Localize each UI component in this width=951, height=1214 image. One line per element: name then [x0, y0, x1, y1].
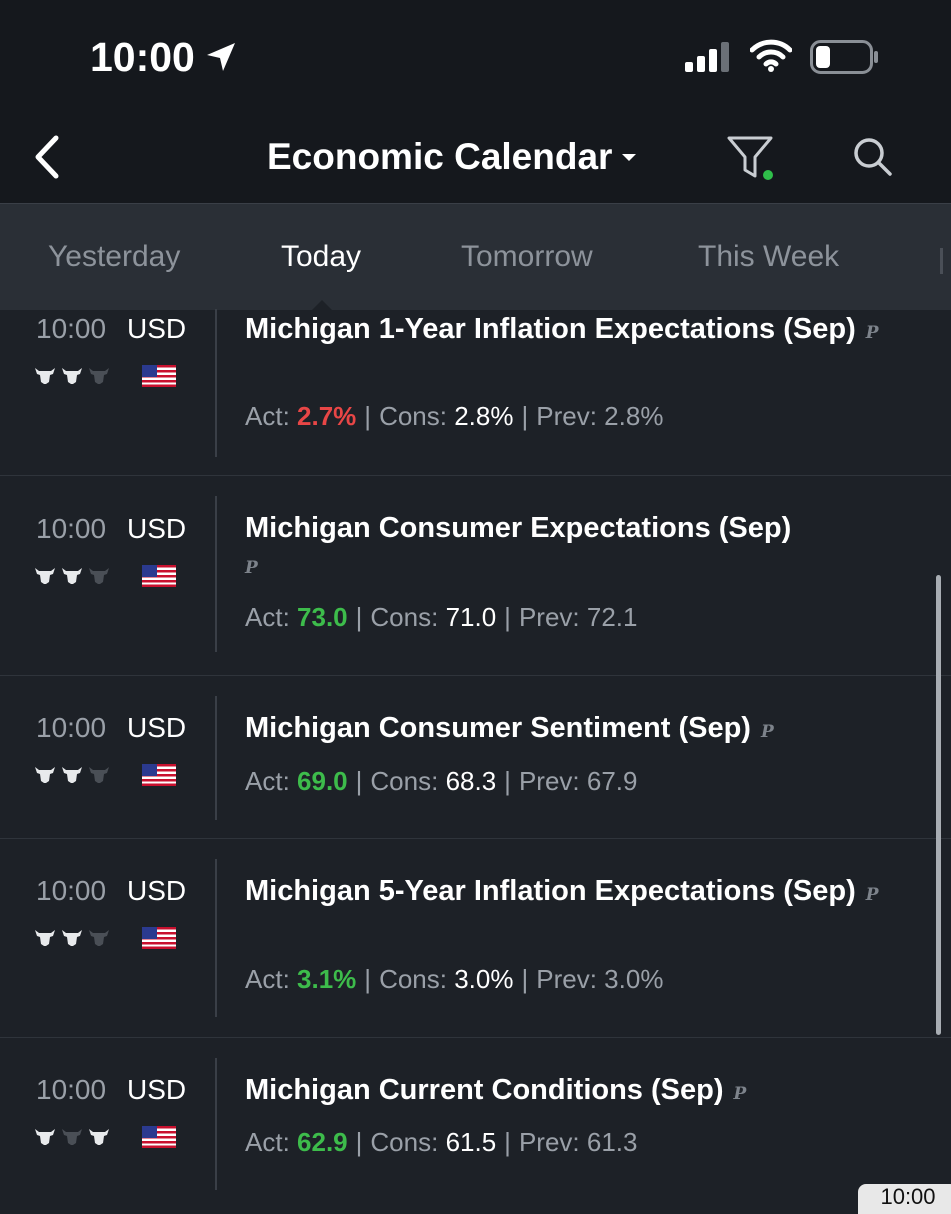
previous-value: 72.1 — [586, 602, 638, 632]
importance-indicator — [34, 565, 110, 585]
bull-icon — [89, 1129, 109, 1145]
active-tab-pointer — [312, 300, 332, 310]
event-time: 10:00 — [36, 1074, 107, 1105]
bull-icon — [35, 568, 55, 584]
previous-value: 67.9 — [586, 766, 638, 796]
importance-indicator — [34, 365, 110, 385]
top-bar: 10:00 Economic Calendar — [0, 0, 951, 203]
event-time: 10:00 — [36, 313, 107, 344]
consensus-value: 61.5 — [445, 1127, 497, 1157]
event-currency: USD — [127, 1074, 187, 1105]
caret-down-icon — [622, 153, 637, 161]
bull-icon — [35, 1129, 55, 1145]
event-time: 10:00 — [36, 712, 107, 743]
actual-value: 62.9 — [297, 1127, 348, 1157]
us-flag-icon — [142, 565, 176, 587]
event-row[interactable]: 10:00 USD Michigan 1-Year Inflation Expe… — [0, 309, 951, 476]
tab-yesterday[interactable]: Yesterday — [48, 240, 181, 273]
event-row[interactable]: 10:00 USD Michigan Current Conditions (S… — [0, 1038, 951, 1200]
event-list[interactable]: 10:00 USD Michigan 1-Year Inflation Expe… — [0, 309, 951, 1200]
event-time: 10:00 — [36, 875, 107, 906]
importance-indicator — [34, 1126, 110, 1146]
event-row[interactable]: 10:00 USD Michigan 5-Year Inflation Expe… — [0, 839, 951, 1038]
event-currency: USD — [127, 513, 187, 544]
date-tabs: Yesterday Today Tomorrow This Week — [0, 203, 951, 310]
preliminary-badge: P — [733, 1084, 747, 1104]
event-currency: USD — [127, 875, 187, 906]
us-flag-icon — [142, 365, 176, 387]
event-stats: Act: 69.0 | Cons: 68.3 | Prev: 67.9 — [245, 766, 638, 796]
battery-icon — [810, 40, 878, 74]
preliminary-badge: P — [865, 323, 879, 343]
preliminary-badge: P — [245, 558, 258, 578]
bull-icon — [62, 368, 82, 384]
us-flag-icon — [142, 1126, 176, 1148]
actual-value: 73.0 — [297, 602, 348, 632]
actual-value: 2.7% — [297, 401, 357, 431]
previous-value: 61.3 — [586, 1127, 638, 1157]
tab-today[interactable]: Today — [281, 240, 362, 273]
event-name[interactable]: Michigan Current Conditions (Sep) P — [245, 1074, 747, 1106]
tab-overflow-indicator — [940, 248, 943, 274]
status-time: 10:00 — [90, 34, 195, 80]
event-time: 10:00 — [36, 513, 107, 544]
event-currency: USD — [127, 712, 187, 743]
scrollbar[interactable] — [936, 575, 941, 1035]
location-arrow-icon — [207, 43, 235, 71]
actual-value: 69.0 — [297, 766, 348, 796]
consensus-value: 3.0% — [454, 964, 514, 994]
bull-icon — [89, 767, 109, 783]
wifi-icon — [750, 39, 792, 72]
importance-indicator — [34, 764, 110, 784]
bull-icon — [89, 368, 109, 384]
bull-icon — [35, 767, 55, 783]
bull-icon — [35, 930, 55, 946]
bull-icon — [62, 930, 82, 946]
preliminary-badge: P — [865, 885, 879, 905]
event-row[interactable]: 10:00 USD Michigan Consumer Sentiment (S… — [0, 676, 951, 839]
previous-value: 3.0% — [604, 964, 664, 994]
filter-button[interactable] — [726, 132, 778, 184]
tab-tomorrow[interactable]: Tomorrow — [461, 240, 593, 273]
preliminary-badge: P — [760, 722, 774, 742]
cellular-signal-icon — [685, 42, 729, 72]
event-name[interactable]: Michigan Consumer Expectations (Sep) — [245, 512, 792, 544]
title-dropdown[interactable]: Economic Calendar — [267, 132, 637, 182]
consensus-value: 71.0 — [445, 602, 497, 632]
event-stats: Act: 62.9 | Cons: 61.5 | Prev: 61.3 — [245, 1127, 638, 1157]
us-flag-icon — [142, 927, 176, 949]
event-stats: Act: 3.1% | Cons: 3.0% | Prev: 3.0% — [245, 964, 664, 994]
bull-icon — [35, 368, 55, 384]
event-stats: Act: 2.7% | Cons: 2.8% | Prev: 2.8% — [245, 401, 664, 431]
event-name[interactable]: Michigan 5-Year Inflation Expectations (… — [245, 875, 879, 907]
consensus-value: 68.3 — [445, 766, 497, 796]
filter-active-dot — [763, 170, 773, 180]
tab-this-week[interactable]: This Week — [698, 240, 840, 273]
event-name[interactable]: Michigan 1-Year Inflation Expectations (… — [245, 313, 879, 345]
search-button[interactable] — [852, 136, 894, 178]
back-button[interactable] — [28, 132, 68, 182]
importance-indicator — [34, 927, 110, 947]
event-currency: USD — [127, 313, 187, 344]
status-bar: 10:00 — [0, 0, 951, 110]
event-name[interactable]: Michigan Consumer Sentiment (Sep) P — [245, 712, 774, 744]
bull-icon — [62, 1129, 82, 1145]
bull-icon — [62, 568, 82, 584]
bull-icon — [62, 767, 82, 783]
actual-value: 3.1% — [297, 964, 357, 994]
nav-bar: Economic Calendar — [0, 110, 951, 203]
event-row[interactable]: 10:00 USD Michigan Consumer Expectations… — [0, 476, 951, 676]
page-title: Economic Calendar — [267, 136, 613, 177]
bull-icon — [89, 568, 109, 584]
bull-icon — [89, 930, 109, 946]
consensus-value: 2.8% — [454, 401, 514, 431]
peek-widget: 10:00 — [858, 1184, 951, 1214]
previous-value: 2.8% — [604, 401, 664, 431]
event-stats: Act: 73.0 | Cons: 71.0 | Prev: 72.1 — [245, 602, 638, 632]
us-flag-icon — [142, 764, 176, 786]
